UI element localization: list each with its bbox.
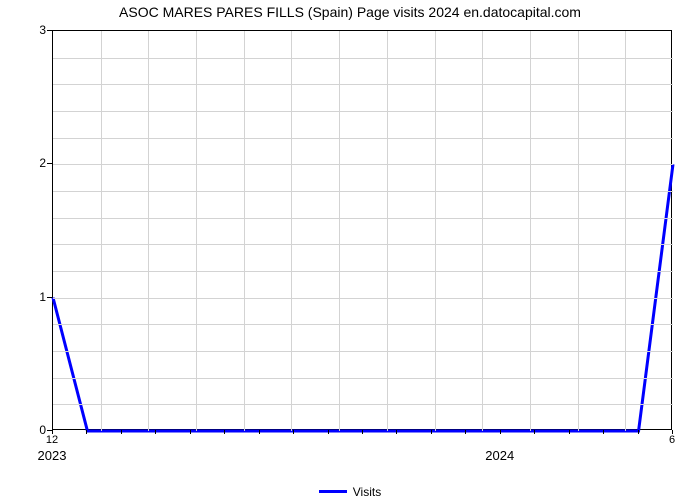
legend: Visits	[0, 482, 700, 499]
grid-line-v	[148, 31, 149, 431]
grid-line-v	[625, 31, 626, 431]
legend-label: Visits	[353, 485, 381, 499]
grid-line-v	[530, 31, 531, 431]
x-tick-label-bottom: 2024	[485, 448, 514, 463]
grid-line-v	[339, 31, 340, 431]
line-series	[53, 31, 673, 431]
grid-line-v	[578, 31, 579, 431]
x-tick-mark	[396, 430, 397, 434]
x-tick-mark	[569, 430, 570, 434]
x-tick-label-top: 12	[46, 434, 58, 446]
x-tick-mark	[190, 430, 191, 434]
x-tick-mark	[293, 430, 294, 434]
grid-line-h	[53, 191, 673, 192]
grid-line-h	[53, 218, 673, 219]
chart-container: ASOC MARES PARES FILLS (Spain) Page visi…	[0, 0, 700, 500]
y-tick-label: 2	[24, 156, 46, 170]
grid-line-v	[435, 31, 436, 431]
chart-title: ASOC MARES PARES FILLS (Spain) Page visi…	[0, 4, 700, 20]
grid-line-h	[53, 244, 673, 245]
grid-line-h	[53, 138, 673, 139]
grid-line-v	[291, 31, 292, 431]
x-tick-mark	[328, 430, 329, 434]
x-tick-mark	[431, 430, 432, 434]
grid-line-v	[196, 31, 197, 431]
x-tick-mark	[534, 430, 535, 434]
grid-line-h	[53, 58, 673, 59]
x-tick-mark	[603, 430, 604, 434]
grid-line-v	[482, 31, 483, 431]
grid-line-h	[53, 164, 673, 165]
grid-line-h	[53, 271, 673, 272]
grid-line-v	[244, 31, 245, 431]
plot-area	[52, 30, 672, 430]
x-tick-mark	[259, 430, 260, 434]
y-tick-mark	[47, 163, 52, 164]
x-tick-mark	[86, 430, 87, 434]
x-tick-mark	[500, 430, 501, 434]
grid-line-v	[101, 31, 102, 431]
y-tick-mark	[47, 30, 52, 31]
legend-item-visits: Visits	[319, 485, 381, 499]
y-tick-label: 1	[24, 290, 46, 304]
grid-line-h	[53, 298, 673, 299]
grid-line-v	[387, 31, 388, 431]
y-tick-mark	[47, 297, 52, 298]
grid-line-h	[53, 378, 673, 379]
grid-line-h	[53, 84, 673, 85]
x-tick-mark	[155, 430, 156, 434]
x-tick-label-top: 6	[669, 434, 675, 446]
x-tick-mark	[465, 430, 466, 434]
legend-swatch	[319, 490, 347, 493]
grid-line-h	[53, 351, 673, 352]
y-tick-label: 0	[24, 423, 46, 437]
grid-line-h	[53, 111, 673, 112]
grid-line-h	[53, 404, 673, 405]
x-tick-mark	[638, 430, 639, 434]
x-tick-label-bottom: 2023	[38, 448, 67, 463]
x-tick-mark	[224, 430, 225, 434]
x-tick-mark	[121, 430, 122, 434]
x-tick-mark	[362, 430, 363, 434]
y-tick-label: 3	[24, 23, 46, 37]
grid-line-h	[53, 324, 673, 325]
